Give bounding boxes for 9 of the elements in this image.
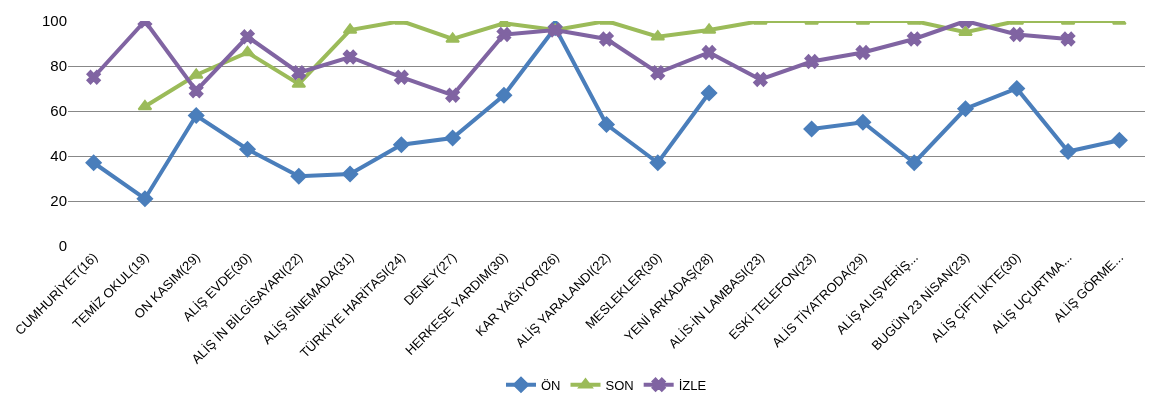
y-tick-label: 0 [58,237,67,255]
legend-label: ÖN [541,377,561,393]
y-tick-label: 80 [50,57,67,75]
legend-label: İZLE [678,377,707,393]
y-tick-label: 60 [50,102,67,120]
legend-label: SON [605,377,634,393]
y-tick-label: 40 [50,147,67,165]
y-tick-label: 20 [50,192,67,210]
y-tick-label: 100 [41,12,67,30]
